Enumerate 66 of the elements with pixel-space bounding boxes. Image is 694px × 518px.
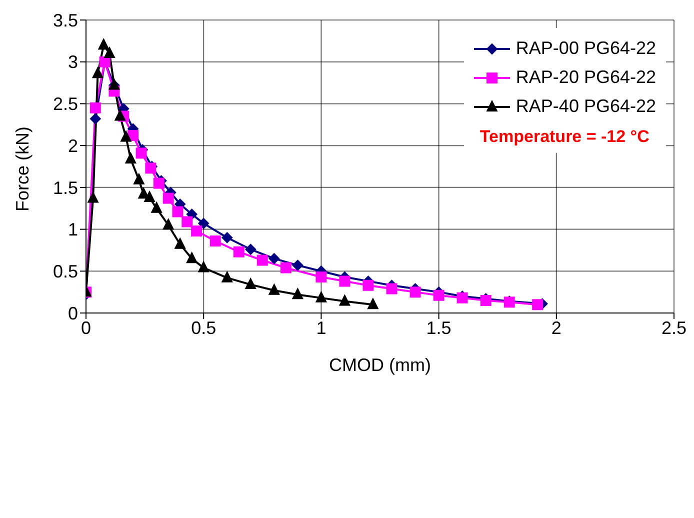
point xyxy=(151,202,162,213)
legend-label: RAP-40 PG64-22 xyxy=(516,96,656,117)
point xyxy=(316,272,327,283)
point xyxy=(280,262,292,274)
point xyxy=(186,252,198,264)
point xyxy=(90,113,101,124)
y-tick-label: 1 xyxy=(68,220,78,240)
point xyxy=(339,276,350,287)
point xyxy=(268,253,280,264)
point xyxy=(410,286,421,298)
x-tick-label: 0.5 xyxy=(191,318,216,338)
point xyxy=(198,218,210,229)
point xyxy=(245,278,256,290)
point xyxy=(92,67,104,78)
x-tick-label: 2 xyxy=(551,318,562,338)
point xyxy=(210,236,221,247)
legend-label: RAP-00 PG64-22 xyxy=(516,38,656,59)
point xyxy=(98,38,110,50)
point xyxy=(136,148,147,159)
y-tick-label: 3.5 xyxy=(52,10,78,30)
x-tick-label: 0 xyxy=(80,318,92,338)
point xyxy=(144,190,156,202)
point xyxy=(186,208,198,220)
point xyxy=(292,288,304,300)
point xyxy=(162,192,174,204)
point xyxy=(125,152,136,164)
point xyxy=(153,178,164,189)
y-tick-label: 1.5 xyxy=(52,178,78,198)
point xyxy=(172,206,184,218)
y-axis-title: Force (kN) xyxy=(12,126,32,212)
y-tick-label: 2 xyxy=(68,136,78,156)
y-tick-label: 2.5 xyxy=(52,94,78,114)
point xyxy=(198,261,210,272)
point xyxy=(339,294,350,306)
point xyxy=(362,280,374,291)
point xyxy=(133,173,144,184)
y-tick-label: 0 xyxy=(68,303,78,324)
point xyxy=(532,299,544,310)
y-tick-label: 3 xyxy=(68,52,78,72)
point xyxy=(114,110,126,121)
point xyxy=(191,225,202,236)
annotation: Temperature = -12 °C xyxy=(480,127,650,147)
legend-label: RAP-20 PG64-22 xyxy=(516,67,656,88)
y-tick-label: 0.5 xyxy=(52,262,78,282)
point xyxy=(256,254,268,266)
point xyxy=(433,290,444,301)
point xyxy=(292,260,304,271)
point xyxy=(174,238,186,249)
point xyxy=(88,192,99,203)
point xyxy=(245,244,256,255)
x-tick-label: 1.5 xyxy=(426,318,452,338)
point xyxy=(233,246,244,258)
point xyxy=(120,130,132,142)
point xyxy=(268,284,280,295)
point xyxy=(316,291,327,302)
point xyxy=(367,298,378,310)
point xyxy=(162,218,174,230)
x-axis-title: CMOD (mm) xyxy=(329,355,431,375)
point xyxy=(222,271,233,282)
point xyxy=(104,46,116,58)
point xyxy=(182,216,193,228)
point xyxy=(386,283,398,294)
x-tick-label: 2.5 xyxy=(661,318,687,338)
point xyxy=(90,102,101,114)
point xyxy=(222,232,233,244)
x-tick-label: 1 xyxy=(316,318,326,338)
